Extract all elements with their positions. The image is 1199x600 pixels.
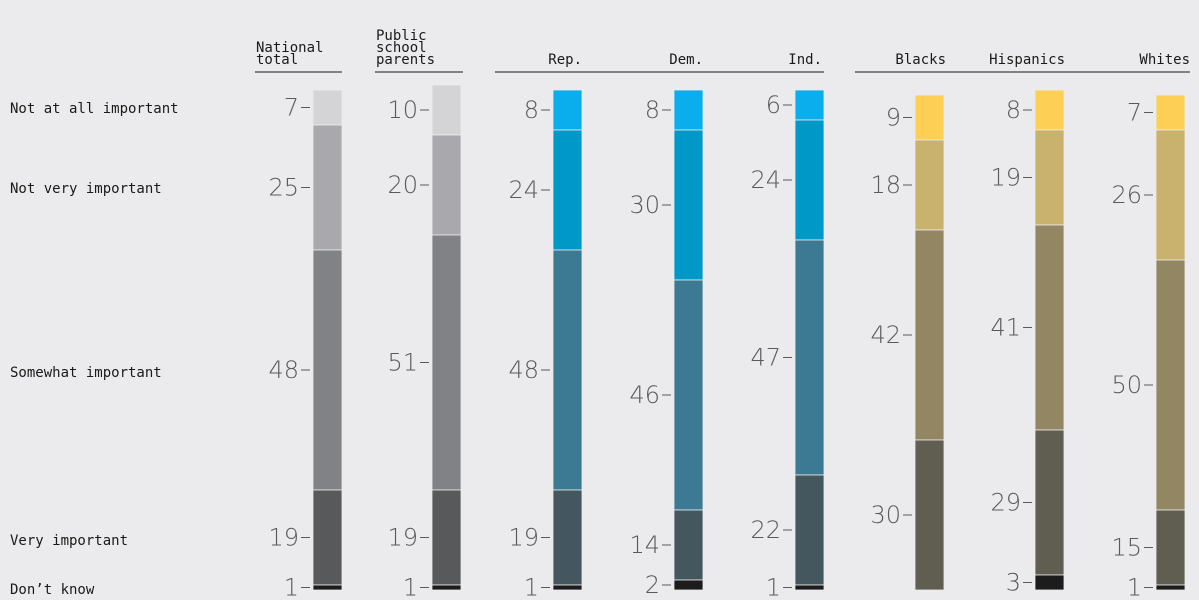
value-label-national-total-somewhat-important: 48	[268, 356, 299, 384]
value-label-blacks-not-very-important: 18	[870, 171, 901, 199]
column-header-ind: Ind.	[788, 52, 822, 68]
value-label-rep-somewhat-important: 48	[508, 356, 539, 384]
bar-segment-public-school-parents-very-important	[431, 489, 462, 586]
column-header-public-school-parents-line-1: Public	[376, 28, 427, 44]
value-label-dem-not-very-important: 30	[629, 191, 660, 219]
value-label-ind-not-at-all-important: 6	[766, 91, 781, 119]
bar-segment-public-school-parents-somewhat-important	[431, 234, 462, 491]
value-label-hispanics-not-very-important: 19	[990, 164, 1021, 192]
value-label-hispanics-don-t-know: 3	[1006, 569, 1021, 597]
row-label-dont-know: Don’t know	[10, 582, 95, 598]
bar-segment-rep-don-t-know	[552, 584, 583, 591]
bar-segment-dem-not-very-important	[673, 129, 704, 281]
value-label-dem-somewhat-important: 46	[629, 381, 660, 409]
value-label-blacks-very-important: 30	[870, 501, 901, 529]
value-label-dem-very-important: 14	[629, 531, 660, 559]
value-label-hispanics-somewhat-important: 41	[990, 314, 1021, 342]
value-label-ind-not-very-important: 24	[750, 166, 781, 194]
bar-segment-public-school-parents-not-very-important	[431, 134, 462, 236]
value-label-public-school-parents-somewhat-important: 51	[387, 349, 418, 377]
value-label-rep-very-important: 19	[508, 524, 539, 552]
bar-segment-public-school-parents-not-at-all-important	[431, 84, 462, 136]
column-header-whites: Whites	[1139, 52, 1190, 68]
value-label-ind-very-important: 22	[750, 516, 781, 544]
value-label-blacks-somewhat-important: 42	[870, 321, 901, 349]
bar-segment-national-total-don-t-know	[312, 584, 343, 591]
bar-segment-ind-not-at-all-important	[794, 89, 825, 121]
bar-segment-whites-not-very-important	[1155, 129, 1186, 261]
value-label-rep-not-very-important: 24	[508, 176, 539, 204]
bar-segment-public-school-parents-don-t-know	[431, 584, 462, 591]
bar-segment-national-total-not-at-all-important	[312, 89, 343, 126]
value-label-public-school-parents-not-very-important: 20	[387, 171, 418, 199]
bar-segment-whites-somewhat-important	[1155, 259, 1186, 511]
column-header-dem: Dem.	[669, 52, 703, 68]
chart-marks: Nationaltotal72548191Publicschoolparents…	[255, 28, 1190, 600]
column-header-rep: Rep.	[548, 52, 582, 68]
bar-segment-rep-not-at-all-important	[552, 89, 583, 131]
bar-segment-hispanics-not-very-important	[1034, 129, 1065, 226]
bar-segment-national-total-very-important	[312, 489, 343, 586]
bar-segment-ind-somewhat-important	[794, 239, 825, 476]
bar-segment-dem-don-t-know	[673, 579, 704, 591]
bar-segment-hispanics-very-important	[1034, 429, 1065, 576]
bar-segment-hispanics-somewhat-important	[1034, 224, 1065, 431]
value-label-whites-not-very-important: 26	[1111, 181, 1142, 209]
value-label-public-school-parents-not-at-all-important: 10	[387, 96, 418, 124]
column-header-national-total-line-1: National	[256, 40, 323, 56]
bar-segment-ind-don-t-know	[794, 584, 825, 591]
column-header-blacks: Blacks	[895, 52, 946, 68]
value-label-national-total-not-very-important: 25	[268, 174, 299, 202]
value-label-ind-don-t-know: 1	[766, 574, 781, 600]
bar-segment-dem-somewhat-important	[673, 279, 704, 511]
row-label-not-very-important: Not very important	[10, 181, 162, 197]
value-label-whites-very-important: 15	[1111, 534, 1142, 562]
value-label-national-total-don-t-know: 1	[284, 574, 299, 600]
column-header-hispanics: Hispanics	[989, 52, 1065, 68]
value-label-national-total-very-important: 19	[268, 524, 299, 552]
value-label-blacks-not-at-all-important: 9	[886, 104, 901, 132]
row-label-very-important: Very important	[10, 533, 128, 549]
bar-segment-whites-very-important	[1155, 509, 1186, 586]
bar-segment-ind-very-important	[794, 474, 825, 586]
bar-segment-ind-not-very-important	[794, 119, 825, 241]
value-label-hispanics-not-at-all-important: 8	[1006, 96, 1021, 124]
bar-segment-dem-very-important	[673, 509, 704, 581]
bar-segment-blacks-not-very-important	[914, 139, 945, 231]
value-label-dem-not-at-all-important: 8	[645, 96, 660, 124]
value-label-whites-somewhat-important: 50	[1111, 371, 1142, 399]
value-label-dem-don-t-know: 2	[645, 571, 660, 599]
row-label-somewhat-important: Somewhat important	[10, 365, 162, 381]
bar-segment-whites-don-t-know	[1155, 584, 1186, 591]
column-header-public-school-parents-line-2: school	[376, 40, 427, 56]
bar-segment-blacks-not-at-all-important	[914, 94, 945, 141]
value-label-national-total-not-at-all-important: 7	[284, 94, 299, 122]
value-label-ind-somewhat-important: 47	[750, 344, 781, 372]
bar-segment-rep-somewhat-important	[552, 249, 583, 491]
value-label-public-school-parents-very-important: 19	[387, 524, 418, 552]
row-label-not-at-all-important: Not at all important	[10, 101, 179, 117]
bar-segment-blacks-somewhat-important	[914, 229, 945, 441]
bar-segment-hispanics-don-t-know	[1034, 574, 1065, 591]
bar-segment-national-total-somewhat-important	[312, 249, 343, 491]
value-label-rep-don-t-know: 1	[524, 574, 539, 600]
column-header-public-school-parents-line-3: parents	[376, 52, 435, 68]
bar-segment-rep-very-important	[552, 489, 583, 586]
value-label-rep-not-at-all-important: 8	[524, 96, 539, 124]
bar-segment-dem-not-at-all-important	[673, 89, 704, 131]
value-label-whites-don-t-know: 1	[1127, 574, 1142, 600]
bar-segment-rep-not-very-important	[552, 129, 583, 251]
value-label-public-school-parents-don-t-know: 1	[403, 574, 418, 600]
bar-segment-blacks-very-important	[914, 439, 945, 591]
column-header-national-total-line-2: total	[256, 52, 298, 68]
bar-segment-national-total-not-very-important	[312, 124, 343, 251]
row-labels: Not at all important Not very important …	[10, 101, 179, 598]
value-label-hispanics-very-important: 29	[990, 489, 1021, 517]
bar-segment-hispanics-not-at-all-important	[1034, 89, 1065, 131]
value-label-whites-not-at-all-important: 7	[1127, 99, 1142, 127]
bar-segment-whites-not-at-all-important	[1155, 94, 1186, 131]
